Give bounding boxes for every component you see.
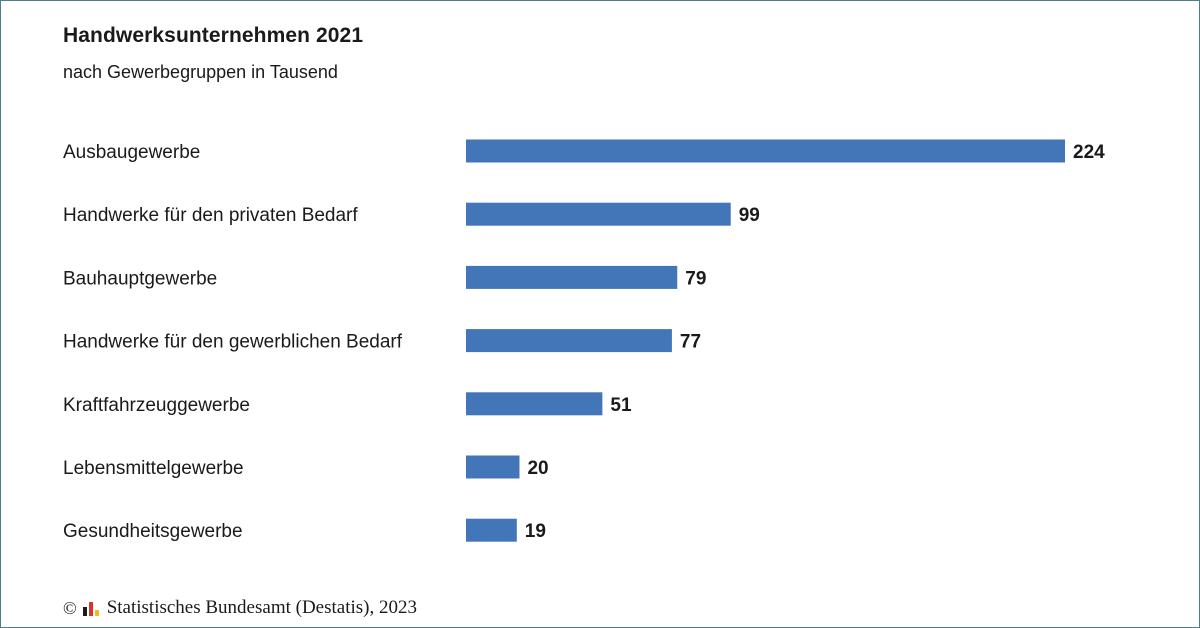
copyright-symbol: ©	[63, 597, 77, 618]
destatis-logo-icon	[82, 600, 101, 616]
source-text: Statistisches Bundesamt (Destatis), 2023	[106, 597, 417, 618]
bar	[466, 392, 603, 416]
category-label: Ausbaugewerbe	[63, 142, 200, 163]
category-label: Gesundheitsgewerbe	[63, 521, 243, 542]
value-label: 19	[525, 521, 546, 542]
value-label: 20	[527, 458, 548, 479]
chart-subtitle: nach Gewerbegruppen in Tausend	[63, 62, 338, 82]
category-label: Kraftfahrzeuggewerbe	[63, 395, 250, 416]
category-label: Lebensmittelgewerbe	[63, 458, 244, 479]
value-label: 51	[610, 395, 632, 416]
value-label: 224	[1073, 142, 1105, 163]
chart-title: Handwerksunternehmen 2021	[63, 24, 364, 47]
bar	[466, 329, 672, 353]
value-label: 99	[739, 205, 760, 226]
category-label: Bauhauptgewerbe	[63, 268, 217, 289]
bar	[466, 455, 520, 479]
bar	[466, 202, 731, 226]
value-label: 79	[685, 268, 706, 289]
bar	[466, 518, 517, 542]
category-label: Handwerke für den privaten Bedarf	[63, 205, 358, 226]
source-footer: © Statistisches Bundesamt (Destatis), 20…	[63, 597, 417, 619]
value-label: 77	[680, 332, 701, 353]
bar	[466, 265, 678, 289]
category-label: Handwerke für den gewerblichen Bedarf	[63, 332, 403, 353]
bar	[466, 139, 1065, 163]
